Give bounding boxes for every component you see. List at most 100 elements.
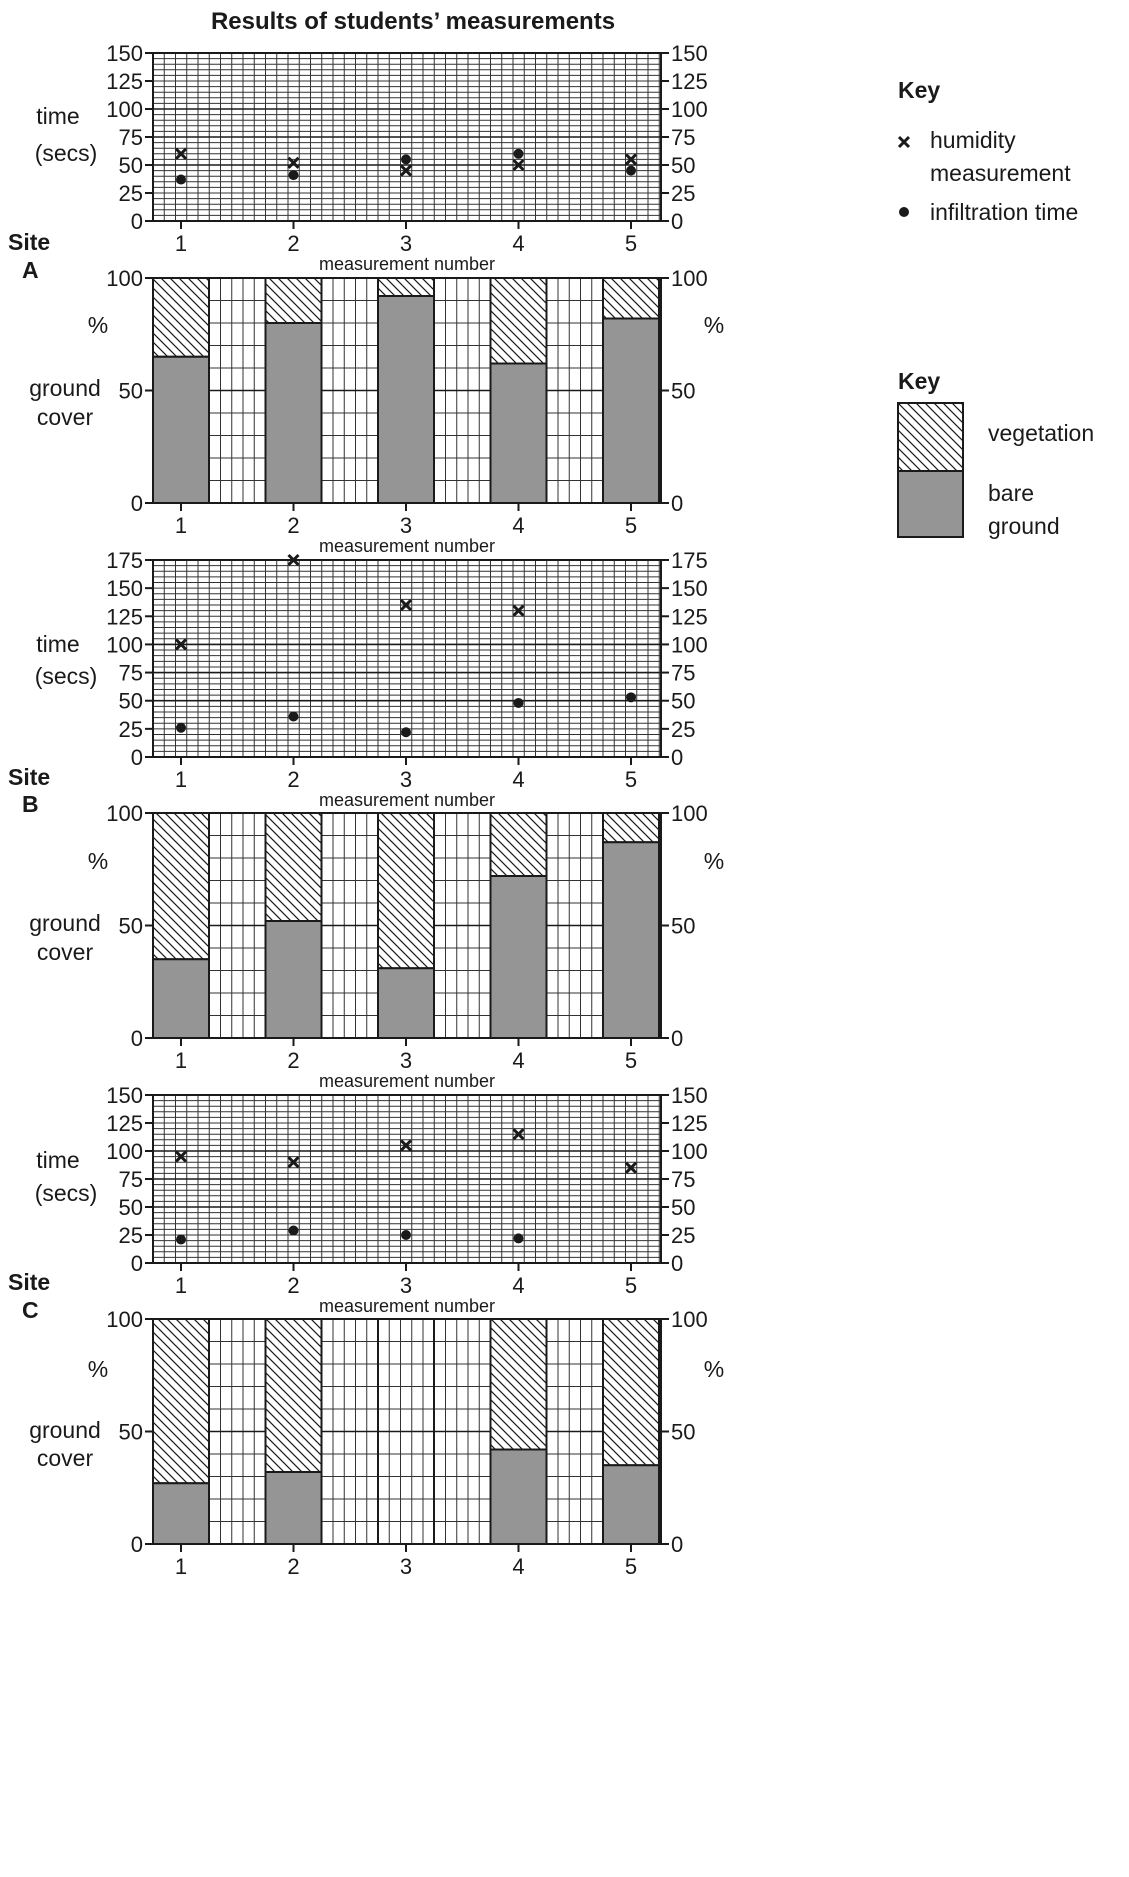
site-a-cover-percent-left: %: [88, 312, 108, 338]
site-a-time-ytick-label-left: 75: [119, 125, 143, 150]
key-vegetation-label: vegetation: [988, 420, 1094, 446]
site-b-label-letter: B: [22, 791, 39, 817]
site-a-time-chart: 0 0 25 25 50 50 75 75 100 100 125 125 150 150 1 2 3 4 5 mea…: [35, 41, 708, 274]
site-c-time-infiltration-point: [513, 1233, 524, 1244]
site-c-cover-bare-ground-bar: [602, 1464, 660, 1545]
site-b-cover-xlabel: measurement number: [319, 1071, 495, 1091]
site-b-time-ytick-label-left: 125: [106, 604, 143, 629]
site-b-cover-ytick-label-left: 100: [106, 801, 143, 826]
site-b-cover-ytick-label-right: 0: [671, 1026, 683, 1051]
site-b-time-infiltration-point: [513, 697, 524, 708]
key-bare-label-1: bare: [988, 480, 1034, 506]
site-a-time-humidity-point: [174, 147, 188, 160]
site-a-time-ylabel-1: time: [36, 103, 79, 129]
site-b-time-ylabel-1: time: [36, 631, 79, 657]
site-c-time-ytick-label-left: 25: [119, 1223, 143, 1248]
site-b-time-ytick-label-left: 0: [131, 745, 143, 770]
site-a-cover-ytick-label-left: 100: [106, 266, 143, 291]
site-b-cover-bare-ground-bar: [377, 967, 435, 1039]
site-c-time-ytick-label-right: 25: [671, 1223, 695, 1248]
site-a-cover-bare-ground-bar: [152, 355, 210, 504]
site-c-time-xtick-label: 2: [287, 1273, 299, 1298]
site-b-label-word: Site: [8, 764, 50, 790]
site-a-cover-ytick-label-right: 0: [671, 491, 683, 516]
site-b-time-ytick-label-left: 175: [106, 548, 143, 573]
site-c-cover-ytick-label-left: 100: [106, 1307, 143, 1332]
key-cover-title: Key: [898, 368, 940, 394]
site-c-time-chart: 0 0 25 25 50 50 75 75 100 100 125 125 150 150 1 2 3 4 5 mea…: [35, 1083, 708, 1316]
key-bare-label-2: ground: [988, 513, 1060, 539]
site-c-cover-bare-ground-bar: [264, 1471, 323, 1545]
site-b-time-ytick-label-right: 150: [671, 576, 708, 601]
key-humidity-label-1: humidity: [930, 127, 1016, 153]
site-a-cover-percent-right: %: [704, 312, 724, 338]
site-b-time-ytick-label-left: 150: [106, 576, 143, 601]
site-b-cover-ytick-label-left: 50: [119, 914, 143, 939]
site-a-cover-vegetation-bar: [377, 277, 435, 297]
site-a-time-ytick-label-left: 100: [106, 97, 143, 122]
site-b-cover-ylabel-2: cover: [37, 939, 94, 965]
site-c-time-humidity-point: [287, 1156, 300, 1169]
site-c-cover-xtick-label: 4: [512, 1554, 524, 1579]
site-b-time-ytick-label-right: 175: [671, 548, 708, 573]
key-infiltration-marker: [899, 207, 909, 217]
site-c-cover-xtick-label: 3: [400, 1554, 412, 1579]
site-b-cover-ylabel-1: ground: [29, 910, 101, 936]
site-a-time-ylabel-2: (secs): [35, 140, 98, 166]
site-b-cover-ytick-label-right: 100: [671, 801, 708, 826]
site-a-cover-vegetation-bar: [602, 277, 660, 320]
site-c-cover-ytick-label-right: 50: [671, 1420, 695, 1445]
site-b-cover-bare-ground-bar: [152, 958, 210, 1039]
site-b-cover-ytick-label-right: 50: [671, 914, 695, 939]
site-a-time-humidity-point: [399, 164, 413, 177]
key-cover: Key vegetation bare ground: [897, 368, 1094, 539]
site-c-cover-ytick-label-right: 0: [671, 1532, 683, 1557]
site-b-cover-xtick-label: 4: [512, 1048, 524, 1073]
site-a-time-ytick-label-right: 0: [671, 209, 683, 234]
site-a-time-ytick-label-left: 150: [106, 41, 143, 66]
site-c-time-ytick-label-right: 0: [671, 1251, 683, 1276]
site-b-time-xlabel: measurement number: [319, 790, 495, 810]
site-c-time-xlabel: measurement number: [319, 1296, 495, 1316]
site-b-time-ytick-label-left: 50: [119, 689, 143, 714]
key-infiltration-label: infiltration time: [930, 199, 1078, 225]
site-b-cover-ytick-label-left: 0: [131, 1026, 143, 1051]
site-a-cover-chart: 0 0 50 50 100 100 1 2 3 4 5 measurement number% % gro…: [29, 266, 724, 556]
site-b-time-xtick-label: 5: [625, 767, 637, 792]
site-a-time-xtick-label: 2: [287, 231, 299, 256]
site-c-time-ytick-label-left: 150: [106, 1083, 143, 1108]
site-c-time-ylabel-2: (secs): [35, 1180, 98, 1206]
site-b-time-ytick-label-right: 75: [671, 661, 695, 686]
site-c-cover-ytick-label-right: 100: [671, 1307, 708, 1332]
site-c-time-ytick-label-left: 0: [131, 1251, 143, 1276]
site-c-label-word: Site: [8, 1269, 50, 1295]
site-a-label-letter: A: [22, 257, 39, 283]
key-bare-swatch: [897, 470, 964, 538]
site-b-time-humidity-point: [174, 638, 188, 651]
key-humidity-marker: [897, 135, 911, 149]
site-c-time-ylabel-1: time: [36, 1147, 79, 1173]
site-b-time-xtick-label: 2: [287, 767, 299, 792]
site-c-time-ytick-label-left: 50: [119, 1195, 143, 1220]
key-time-title: Key: [898, 77, 940, 103]
site-a-cover-ylabel-2: cover: [37, 404, 94, 430]
site-b-time-ylabel-2: (secs): [35, 663, 98, 689]
site-b-time-xtick-label: 4: [512, 767, 524, 792]
site-c-cover-percent-right: %: [704, 1356, 724, 1382]
site-b-time-xtick-label: 3: [400, 767, 412, 792]
site-a-cover-vegetation-bar: [264, 277, 323, 324]
site-c-time-ytick-label-left: 75: [119, 1167, 143, 1192]
site-c-time-xtick-label: 4: [512, 1273, 524, 1298]
site-b-cover-vegetation-bar: [377, 812, 435, 970]
site-a-label-word: Site: [8, 229, 50, 255]
site-a-time-infiltration-point: [401, 154, 411, 165]
site-b-time-ytick-label-left: 75: [119, 661, 143, 686]
site-a-time-ytick-label-right: 125: [671, 69, 708, 94]
site-b-cover-percent-left: %: [88, 848, 108, 874]
site-c-time-ytick-label-left: 125: [106, 1111, 143, 1136]
site-c-label-letter: C: [22, 1297, 39, 1323]
site-c-cover-xtick-label: 2: [287, 1554, 299, 1579]
